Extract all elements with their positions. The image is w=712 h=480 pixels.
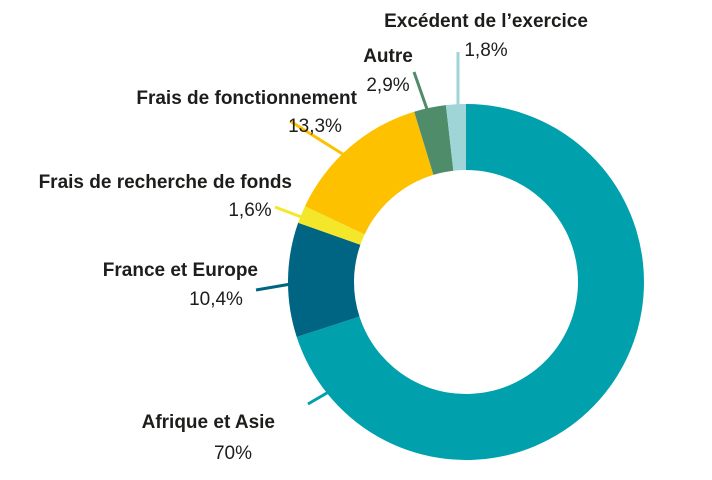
slice-exc-dent-de-l-exercice [445, 104, 466, 171]
slice-label: Excédent de l’exercice [384, 11, 588, 32]
slice-label: Afrique et Asie [142, 412, 275, 433]
leader-line [289, 119, 350, 160]
slice-value-label: 1,8% [464, 40, 507, 61]
slice-value-label: 1,6% [228, 200, 271, 221]
leader-line [307, 388, 333, 406]
slice-label: Autre [363, 46, 413, 67]
leader-lines [255, 52, 460, 406]
leader-line [255, 282, 292, 292]
slice-label: Frais de fonctionnement [136, 88, 357, 109]
slice-afrique-et-asie [296, 104, 644, 460]
slice-label: Frais de recherche de fonds [39, 172, 292, 193]
leader-line [412, 71, 430, 113]
slice-france-et-europe [288, 222, 361, 338]
slice-value-label: 10,4% [189, 289, 243, 310]
slice-labels: Afrique et Asie 70% France et Europe 10,4% F… [39, 11, 588, 464]
leader-line [274, 205, 305, 220]
slice-value-label: 2,9% [366, 75, 409, 96]
slice-frais-de-fonctionnement [304, 111, 434, 235]
donut-slices [288, 104, 644, 460]
slice-value-label: 70% [214, 443, 252, 464]
slice-value-label: 13,3% [288, 116, 342, 137]
slice-autre [414, 105, 454, 175]
slice-frais-de-recherche-de-fonds [298, 206, 365, 245]
slice-label: France et Europe [103, 260, 258, 281]
